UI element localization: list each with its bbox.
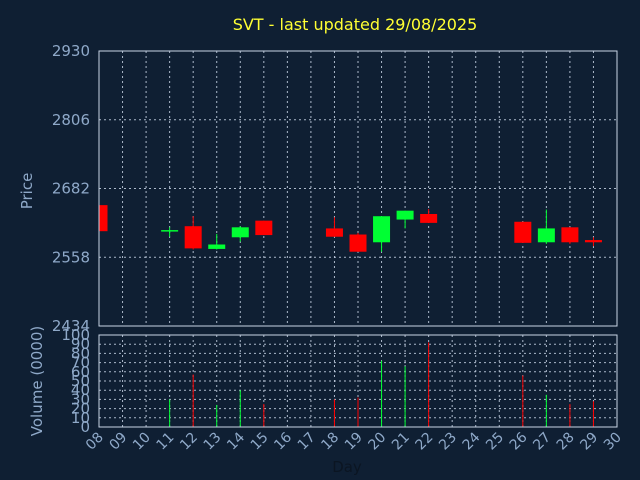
volume-tick-label: 90 [71, 335, 90, 353]
x-tick-label: 09 [106, 430, 130, 454]
x-tick-label: 21 [389, 430, 413, 454]
candle [325, 217, 343, 237]
x-tick-label: 16 [271, 429, 295, 453]
x-tick-label: 15 [248, 430, 272, 454]
volume-tick-label: 30 [71, 390, 90, 408]
x-tick-label: 29 [577, 430, 601, 454]
price-tick-label: 2806 [52, 111, 90, 129]
price-tick-label: 2930 [52, 42, 90, 60]
x-tick-label: 12 [177, 430, 201, 454]
candle-body [184, 226, 202, 249]
candle [537, 209, 555, 244]
price-panel: 2930 2806 2682 2558 2434 [52, 42, 618, 335]
candle [161, 227, 179, 237]
x-tick-label: 13 [201, 430, 225, 454]
candle [514, 221, 532, 243]
x-tick-label: 26 [507, 429, 531, 453]
x-tick-label: 23 [436, 430, 460, 454]
volume-tick-label: 0 [80, 418, 90, 436]
volume-grid [99, 335, 617, 427]
price-tick-label: 2558 [52, 248, 90, 266]
candle [561, 227, 579, 244]
candle [98, 205, 108, 232]
candle [420, 209, 438, 223]
x-tick-label: 24 [460, 429, 484, 453]
volume-tick-label: 20 [71, 400, 90, 418]
candle [396, 210, 414, 229]
x-tick-label: 27 [530, 430, 554, 454]
candle [373, 216, 391, 252]
volume-tick-label: 80 [71, 344, 90, 362]
candle-body [231, 227, 249, 238]
volume-tick-label: 40 [71, 381, 90, 399]
candle-body [208, 244, 226, 249]
volume-tick-label: 70 [71, 354, 90, 372]
chart-title: SVT - last updated 29/08/2025 [233, 15, 478, 34]
candle-body [373, 216, 391, 243]
x-tick-label: 14 [224, 429, 248, 453]
x-tick-label: 19 [342, 430, 366, 454]
x-axis-label: Day [332, 458, 362, 476]
x-tick-label: 30 [601, 430, 625, 454]
candle [349, 232, 367, 252]
candle-body [255, 220, 273, 236]
x-tick-label: 18 [318, 430, 342, 454]
candle [184, 216, 202, 250]
candle [208, 233, 226, 250]
price-y-ticks: 2930 2806 2682 2558 2434 [52, 42, 90, 335]
x-tick-label: 17 [295, 430, 319, 454]
candle-body [161, 230, 179, 232]
candle-body [537, 228, 555, 243]
x-tick-label: 11 [154, 430, 178, 454]
price-tick-label: 2434 [52, 317, 90, 335]
volume-tick-label: 60 [71, 363, 90, 381]
volume-frame [98, 334, 618, 428]
volume-axis-label: Volume (0000) [28, 326, 46, 436]
price-frame [98, 50, 618, 327]
volume-tick-label: 100 [61, 326, 90, 344]
price-tick-label: 2682 [52, 180, 90, 198]
price-grid [99, 51, 617, 327]
x-tick-label: 20 [365, 430, 389, 454]
candle-body [420, 214, 438, 223]
x-tick-label: 25 [483, 430, 507, 454]
candle-body [99, 205, 108, 232]
candle-body [396, 210, 414, 220]
candle-body [561, 227, 579, 243]
candle [231, 226, 249, 242]
x-ticks: 08 09 10 11 12 13 14 15 16 17 18 19 20 21 22 23 24 25 26 27… [83, 429, 625, 453]
x-tick-label: 10 [130, 430, 154, 454]
price-axis-label: Price [18, 173, 36, 210]
candle-body [514, 221, 532, 243]
candle-body [325, 228, 343, 237]
volume-bars [169, 342, 594, 427]
candle [255, 220, 273, 236]
volume-tick-label: 50 [71, 372, 90, 390]
x-tick-label: 28 [554, 430, 578, 454]
candles [98, 205, 602, 252]
x-tick-label: 22 [413, 430, 437, 454]
candle-body [584, 240, 602, 243]
candle [584, 237, 602, 247]
volume-tick-label: 10 [71, 409, 90, 427]
candle-body [349, 234, 367, 252]
